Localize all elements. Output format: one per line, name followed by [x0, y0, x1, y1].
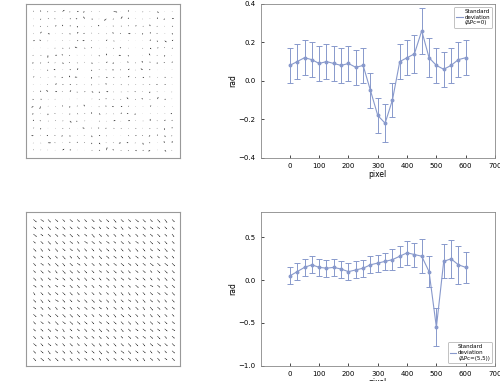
Legend: Standard
deviation
(ΔPᴄ=(5,5)): Standard deviation (ΔPᴄ=(5,5)) — [448, 342, 492, 363]
Legend: Standard
deviation
(ΔPᴄ=0): Standard deviation (ΔPᴄ=0) — [454, 6, 492, 28]
X-axis label: pixel: pixel — [368, 170, 387, 179]
Y-axis label: rad: rad — [228, 282, 237, 295]
Y-axis label: rad: rad — [228, 74, 237, 87]
X-axis label: pixel: pixel — [368, 378, 387, 381]
